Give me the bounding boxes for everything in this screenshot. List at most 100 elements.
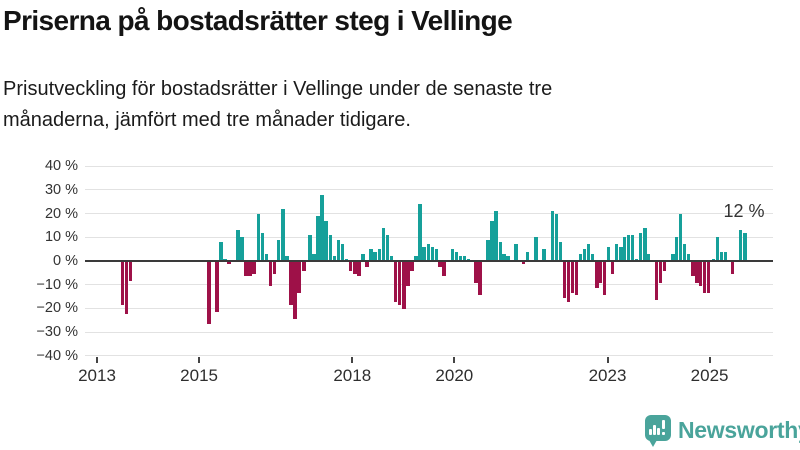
bar: [723, 251, 728, 261]
bar: [438, 262, 442, 267]
x-axis-tick: [606, 357, 609, 363]
bar: [434, 249, 439, 261]
bar: [219, 242, 223, 261]
bar: [691, 262, 695, 277]
bar: [312, 253, 316, 261]
bar: [240, 237, 244, 261]
bar: [120, 262, 125, 305]
y-axis-label: −10 %: [36, 276, 78, 293]
bar: [462, 256, 467, 261]
bar: [490, 220, 494, 261]
bar: [297, 262, 301, 293]
bar: [289, 262, 293, 305]
x-axis-tick: [198, 357, 201, 363]
bar: [442, 262, 446, 277]
bar: [554, 213, 559, 261]
x-axis-label: 2020: [435, 366, 474, 385]
gridline-40: [85, 165, 773, 167]
y-axis-label: −40 %: [36, 347, 78, 364]
gridline--20: [85, 307, 773, 309]
bar: [426, 244, 431, 261]
bar: [207, 262, 211, 324]
bar: [514, 244, 518, 261]
bar: [223, 258, 227, 261]
bar: [506, 256, 510, 261]
bar: [525, 251, 530, 261]
newsworthy-logo-icon: [645, 415, 672, 448]
bar: [578, 253, 583, 261]
bar: [128, 262, 133, 281]
bar: [402, 262, 406, 310]
bar: [281, 208, 285, 261]
bar: [361, 253, 365, 261]
bar: [458, 256, 463, 261]
bar: [521, 262, 526, 265]
bar: [619, 246, 623, 261]
bar: [410, 262, 414, 272]
bar: [336, 239, 341, 261]
chart-subtitle-line2: månaderna, jämfört med tre månader tidig…: [3, 109, 411, 131]
x-axis-tick: [453, 357, 456, 363]
x-axis-label: 2018: [333, 366, 372, 385]
bar: [658, 262, 663, 284]
bar: [678, 213, 683, 261]
bar: [454, 251, 459, 261]
bar: [340, 244, 345, 261]
bar: [566, 262, 571, 303]
gridline-30: [85, 189, 773, 191]
bar: [610, 262, 615, 274]
bar: [606, 246, 611, 261]
bar: [682, 244, 687, 261]
bar: [324, 220, 328, 261]
bar: [381, 227, 386, 261]
y-axis-label: 0 %: [53, 253, 78, 269]
bar: [695, 262, 699, 284]
bar: [743, 232, 747, 261]
x-axis-tick: [708, 357, 711, 363]
bar: [478, 262, 482, 296]
bar: [430, 246, 435, 261]
bar: [574, 262, 579, 296]
x-axis-zero-line: [85, 260, 773, 262]
bar: [308, 234, 312, 261]
x-axis-tick: [351, 357, 354, 363]
gridline-20: [85, 213, 773, 215]
bar: [730, 262, 735, 274]
bar: [332, 256, 337, 261]
bar: [686, 253, 691, 261]
x-axis-tick: [96, 357, 98, 363]
bar: [586, 244, 591, 261]
bar: [397, 262, 402, 305]
bar: [626, 234, 631, 261]
bar: [590, 253, 595, 261]
last-value-annotation: 12 %: [723, 201, 765, 221]
bar: [389, 256, 394, 261]
bar: [698, 262, 703, 286]
y-axis-label: 30 %: [44, 181, 78, 198]
bar: [638, 232, 643, 261]
bar: [614, 244, 619, 261]
bar: [227, 262, 231, 265]
chart-subtitle-line1: Prisutveckling för bostadsrätter i Velli…: [3, 78, 553, 100]
newsworthy-wordmark: Newsworthy: [678, 417, 800, 443]
bar: [285, 256, 289, 261]
bar: [348, 262, 353, 272]
bar: [244, 262, 248, 277]
bar: [450, 249, 455, 261]
bar: [272, 262, 277, 274]
bar: [646, 253, 651, 261]
bar: [248, 262, 252, 277]
bar: [602, 262, 607, 296]
bar: [353, 262, 357, 274]
bar: [570, 262, 575, 293]
bar: [595, 262, 599, 289]
bar: [385, 234, 390, 261]
bar: [550, 211, 555, 261]
bar: [328, 234, 333, 261]
gridline--40: [85, 355, 773, 357]
bar: [260, 232, 265, 261]
y-axis-label: 20 %: [44, 205, 78, 222]
bar: [494, 211, 498, 261]
bar: [393, 262, 398, 303]
